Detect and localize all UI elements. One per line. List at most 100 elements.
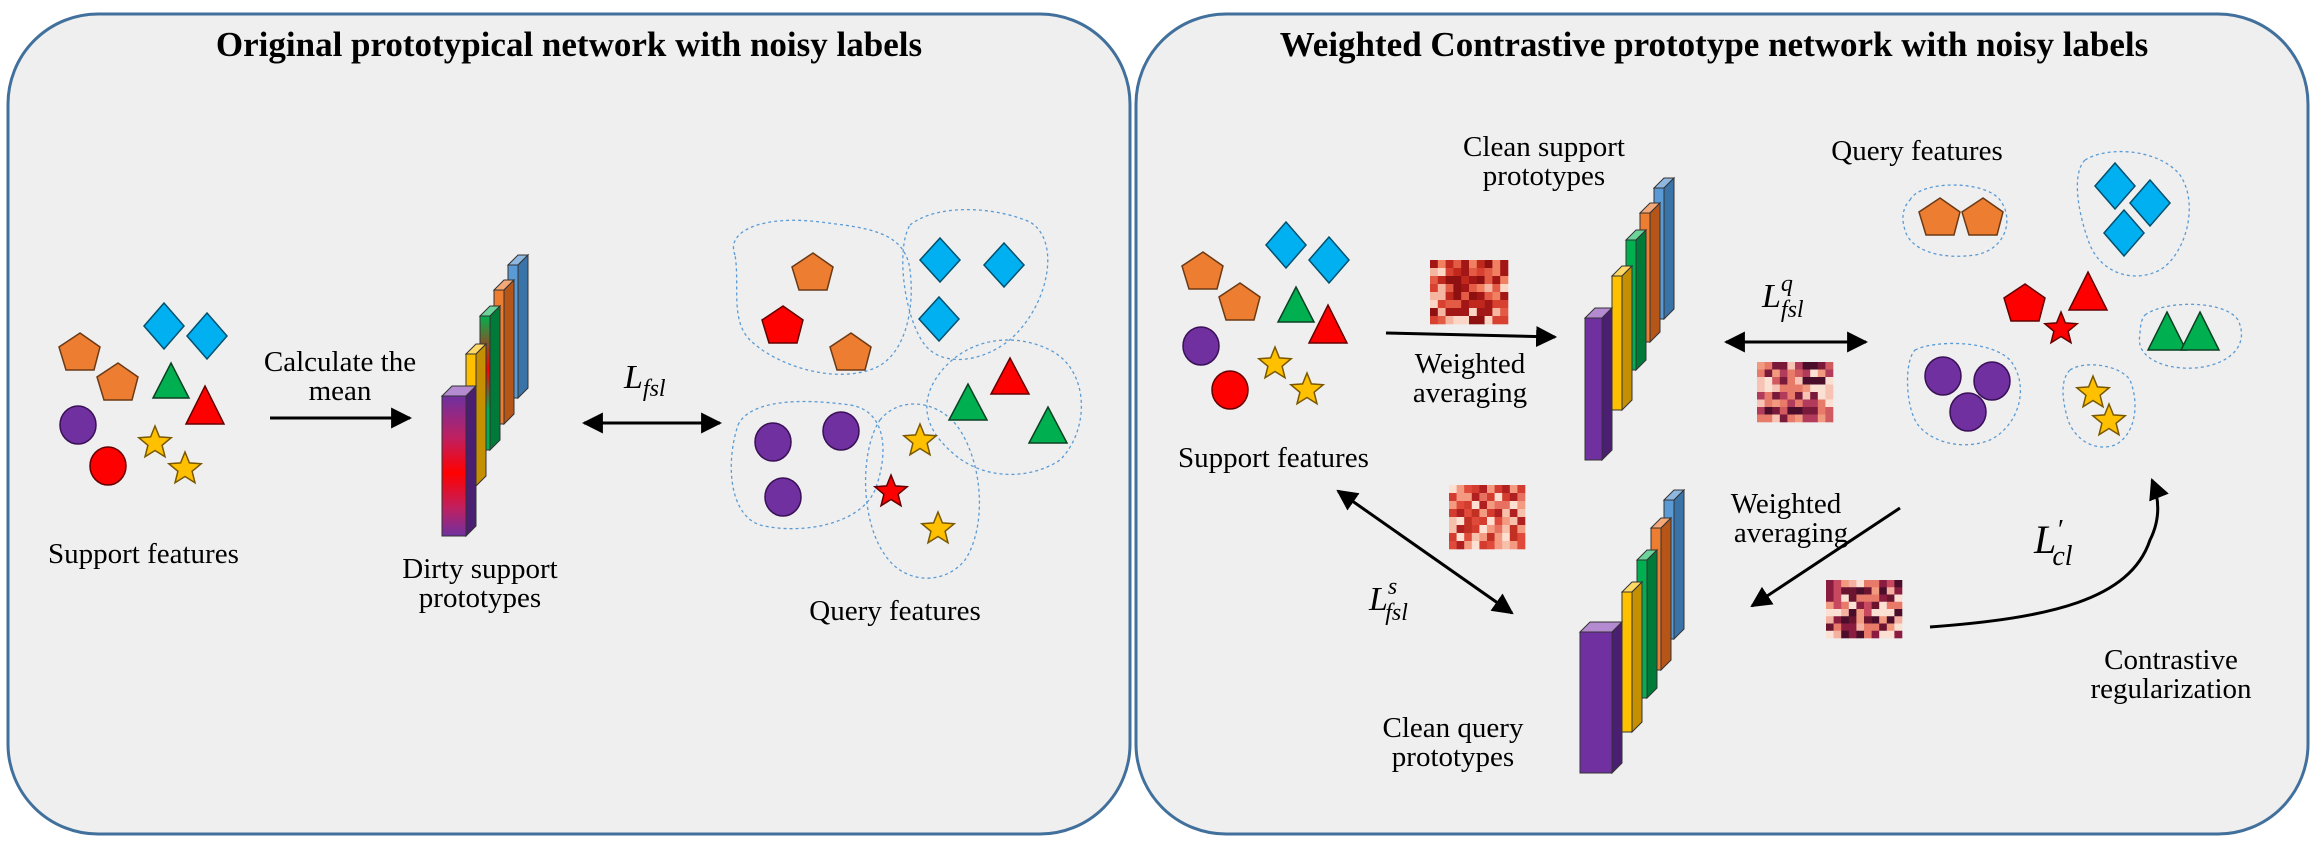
orange-pentagon-icon: [96, 362, 139, 401]
heatmap-cell: [1764, 384, 1773, 393]
heatmap-cell: [1487, 517, 1495, 526]
right-query-label: Query features: [1831, 135, 2003, 167]
heatmap-cell: [1886, 623, 1895, 632]
heatmap-cell: [1787, 362, 1796, 370]
heatmap-cell: [1894, 587, 1903, 595]
heatmap-cell: [1500, 316, 1509, 325]
heatmap-cell: [1810, 399, 1819, 408]
heatmap-cell: [1841, 587, 1850, 595]
heatmap-cell: [1487, 501, 1495, 510]
heatmap-cell: [1886, 630, 1895, 639]
heatmap-cell: [1471, 533, 1480, 542]
heatmap-cell: [1492, 292, 1501, 301]
heatmap-cell: [1802, 414, 1811, 423]
heatmap-cell: [1464, 533, 1473, 542]
heatmap-cell: [1772, 369, 1781, 378]
heatmap-cell: [1469, 260, 1478, 269]
green-triangle-icon: [1276, 285, 1316, 323]
heatmap-cell: [1856, 616, 1865, 624]
heatmap-cell: [1772, 399, 1781, 408]
yellow-star-icon: [136, 423, 174, 459]
orange-pentagon-icon: [1961, 197, 2004, 236]
heatmap-cell: [1484, 300, 1493, 309]
heatmap-cell: [1487, 525, 1495, 534]
heatmap-cell: [1464, 509, 1473, 518]
heatmap-cell: [1848, 609, 1857, 617]
heatmap-cell: [1484, 268, 1493, 277]
heatmap-cell: [1810, 384, 1819, 393]
right-query-features: [1902, 150, 2243, 448]
yellow-star-icon: [2090, 401, 2128, 437]
clean-query-label-line1: Clean query: [1383, 712, 1524, 744]
heatmap-cell: [1453, 300, 1462, 309]
heatmap-cell: [1779, 384, 1788, 393]
heatmap-cell: [1445, 292, 1454, 301]
heatmap-cell: [1787, 377, 1796, 385]
heatmap-cell: [1864, 587, 1872, 595]
heatmap-cell: [1492, 260, 1501, 269]
heatmap-cell: [1469, 316, 1478, 325]
red-triangle-icon: [1307, 303, 1349, 344]
cluster-blob: [926, 339, 1083, 476]
weighted-averaging-arrow-1: [1385, 326, 1558, 348]
right-panel-title: Weighted Contrastive prototype network w…: [1280, 25, 2149, 64]
heatmap-cell: [1437, 308, 1446, 317]
heatmap-cell: [1502, 509, 1511, 518]
heatmap-cell: [1449, 485, 1457, 494]
heatmap-cell: [1848, 616, 1857, 624]
heatmap-cell: [1476, 292, 1485, 301]
heatmap-cell: [1500, 260, 1509, 269]
heatmap-cell: [1453, 316, 1462, 325]
heatmap-cell: [1430, 300, 1439, 309]
heatmap-cell: [1494, 501, 1503, 510]
heatmap-cell: [1817, 414, 1826, 423]
heatmap-cell: [1453, 268, 1462, 277]
heatmap-cell: [1817, 399, 1826, 408]
heatmap-cell: [1509, 517, 1518, 526]
heatmap-cell: [1841, 623, 1850, 632]
heatmap-cell: [1445, 276, 1454, 285]
cluster-blob: [732, 219, 912, 375]
heatmap-cell: [1471, 509, 1480, 518]
heatmap-cell: [1757, 377, 1765, 385]
yellow-star-icon: [2074, 373, 2112, 409]
heatmap-cell: [1476, 316, 1485, 325]
heatmap-cell: [1484, 308, 1493, 317]
heatmap-cell: [1802, 399, 1811, 408]
heatmap-cell: [1841, 616, 1850, 624]
heatmap-cell: [1500, 308, 1509, 317]
heatmap-cell: [1856, 623, 1865, 632]
heatmap-cell: [1825, 377, 1834, 385]
heatmap-cell: [1479, 525, 1488, 534]
heatmap-cell: [1476, 260, 1485, 269]
heatmap-cell: [1802, 392, 1811, 400]
heatmap-cell: [1469, 284, 1478, 293]
green-triangle-icon: [2146, 310, 2188, 351]
heatmap-cell: [1764, 414, 1773, 423]
dirty-prototypes-label-line2: prototypes: [419, 582, 541, 614]
blue-diamond-icon: [982, 241, 1026, 289]
heatmap-cell: [1825, 362, 1834, 370]
heatmap-cell: [1764, 399, 1773, 408]
heatmap-cell: [1833, 594, 1842, 603]
heatmap-cell: [1484, 316, 1493, 325]
blue-diamond-icon: [1308, 235, 1350, 285]
heatmap-cell: [1817, 392, 1826, 400]
heatmap-cell: [1492, 268, 1501, 277]
heatmap-cell: [1479, 517, 1488, 526]
heatmap-cell: [1479, 533, 1488, 542]
heatmap-cell: [1430, 260, 1439, 269]
heatmap-cell: [1810, 414, 1819, 423]
weighted-averaging-1-line2: averaging: [1413, 377, 1527, 409]
yellow-star-icon: [1256, 344, 1294, 380]
heatmap-cell: [1886, 601, 1895, 610]
heatmap-cell: [1449, 541, 1457, 550]
heatmap-cell: [1826, 630, 1834, 639]
heatmap-cell: [1825, 399, 1834, 408]
heatmap-cell: [1509, 525, 1518, 534]
heatmap-cell: [1476, 308, 1485, 317]
heatmap-cell: [1795, 392, 1803, 400]
left-support-features: [58, 301, 228, 486]
heatmap-cell: [1848, 580, 1857, 588]
heatmap-cell: [1802, 362, 1811, 370]
